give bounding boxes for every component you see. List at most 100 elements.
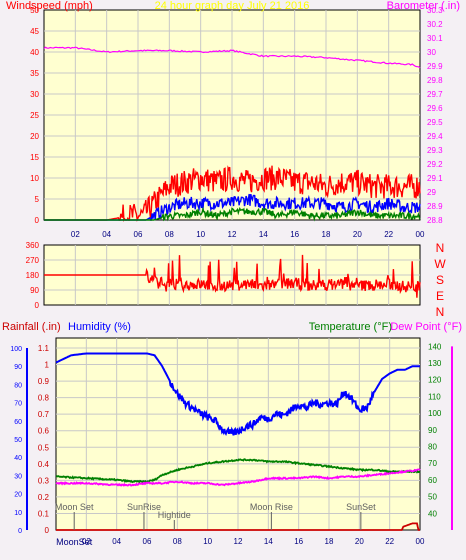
humidity-temperature-series	[55, 352, 421, 531]
temperature-tick-label: 140	[428, 342, 442, 351]
event-label: Moon Rise	[250, 502, 293, 512]
temperature-line	[55, 458, 421, 484]
hour-tick-label: 08	[165, 230, 174, 239]
temperature-axis-label: Temperature (°F)	[309, 321, 392, 333]
wind-direction-line	[44, 254, 421, 298]
hour-tick-label: 20	[355, 537, 364, 546]
windspeed-tick-label: 30	[30, 90, 39, 99]
windspeed-tick-label: 35	[30, 69, 39, 78]
humidity-tick-label: 10	[14, 510, 22, 517]
barometer-tick-label: 29	[427, 188, 436, 197]
event-label: SunSet	[346, 502, 376, 512]
temperature-tick-label: 90	[428, 426, 437, 435]
windspeed-tick-label: 15	[30, 153, 39, 162]
windspeed-tick-label: 5	[35, 195, 40, 204]
humidity-axis-label: Humidity (%)	[68, 321, 131, 333]
windspeed-tick-label: 10	[30, 174, 39, 183]
barometer-tick-label: 29.8	[427, 76, 443, 85]
barometer-tick-label: 30	[427, 48, 436, 57]
hour-tick-label: 18	[322, 230, 331, 239]
humidity-temperature-grid	[56, 338, 420, 530]
rainfall-line	[56, 522, 420, 531]
windspeed-tick-label: 45	[30, 27, 39, 36]
windspeed-tick-label: 40	[30, 48, 39, 57]
humidity-tick-label: 50	[14, 437, 22, 444]
hour-tick-label: 12	[228, 230, 237, 239]
hour-tick-label: 06	[143, 537, 152, 546]
hour-tick-label: 10	[203, 537, 212, 546]
temperature-tick-label: 70	[428, 459, 437, 468]
rainfall-tick-label: 0.9	[38, 377, 50, 386]
barometer-tick-label: 30.1	[427, 34, 443, 43]
barometer-tick-label: 29.6	[427, 104, 443, 113]
temperature-tick-label: 50	[428, 493, 437, 502]
hour-tick-label: 08	[173, 537, 182, 546]
temperature-tick-label: 60	[428, 476, 437, 485]
compass-label: N	[436, 305, 445, 319]
hour-tick-label: 22	[385, 537, 394, 546]
hour-tick-label: 04	[112, 537, 121, 546]
wind-barometer-ticks: 0 5 10 15 20 25 30 35 40 45 50 28.8 28.9 29 29.1 29.2 29…	[30, 6, 443, 239]
barometer-tick-label: 29.4	[427, 132, 443, 141]
hour-tick-label: 04	[102, 230, 111, 239]
temperature-tick-label: 40	[428, 509, 437, 518]
rainfall-tick-label: 0.4	[38, 460, 50, 469]
hour-tick-label: 12	[234, 537, 243, 546]
hour-tick-label: 14	[264, 537, 273, 546]
direction-tick-label: 360	[26, 241, 40, 250]
temperature-tick-label: 80	[428, 443, 437, 452]
rainfall-tick-label: 0.7	[38, 410, 50, 419]
direction-tick-label: 180	[26, 271, 40, 280]
humidity-tick-label: 20	[14, 492, 22, 499]
windspeed-tick-label: 0	[35, 216, 40, 225]
barometer-tick-label: 29.9	[427, 62, 443, 71]
humidity-tick-label: 30	[14, 473, 22, 480]
hour-tick-label: 02	[82, 537, 91, 546]
windspeed-axis-label: Windspeed (mph)	[6, 0, 93, 12]
rainfall-tick-label: 0.8	[38, 394, 50, 403]
rainfall-tick-label: 0.2	[38, 493, 50, 502]
compass-label: E	[436, 289, 444, 303]
direction-tick-label: 0	[35, 301, 40, 310]
rainfall-axis-label: Rainfall (.in)	[2, 321, 61, 333]
barometer-tick-label: 29.7	[427, 90, 443, 99]
rainfall-tick-label: 0.1	[38, 509, 50, 518]
rainfall-tick-label: 1.1	[38, 344, 50, 353]
wind-direction-series	[44, 254, 421, 298]
barometer-tick-label: 28.8	[427, 216, 443, 225]
rainfall-tick-label: 0	[45, 526, 50, 535]
event-label: Hightide	[158, 510, 191, 520]
temperature-tick-label: 120	[428, 376, 442, 385]
direction-tick-label: 90	[30, 286, 39, 295]
rainfall-tick-label: 0.5	[38, 443, 50, 452]
direction-tick-label: 270	[26, 256, 40, 265]
barometer-line	[43, 46, 421, 69]
dew-point-axis-label: Dew Point (°F)	[390, 321, 462, 333]
humidity-line	[55, 352, 420, 437]
wind-low-line	[44, 206, 421, 222]
compass-label: W	[434, 257, 446, 271]
hour-tick-label: 16	[294, 537, 303, 546]
hour-tick-label: 16	[290, 230, 299, 239]
chart-title: 24 hour graph day July 21 2016	[155, 0, 310, 12]
barometer-tick-label: 29.1	[427, 174, 443, 183]
wind-direction-grid	[44, 245, 420, 305]
windspeed-tick-label: 50	[30, 6, 39, 15]
hour-tick-label: 14	[259, 230, 268, 239]
hour-tick-label: 02	[71, 230, 80, 239]
barometer-tick-label: 29.3	[427, 146, 443, 155]
hour-tick-label: 22	[384, 230, 393, 239]
humidity-tick-label: 40	[14, 455, 22, 462]
barometer-tick-label: 30.2	[427, 20, 443, 29]
wind-barometer-series	[43, 46, 421, 222]
temperature-tick-label: 100	[428, 409, 442, 418]
hour-tick-label: 06	[134, 230, 143, 239]
wind-direction-ticks: 0 90 180 270 360	[26, 241, 40, 310]
event-label: Moon Set	[55, 502, 94, 512]
wind-barometer-chart: 0 5 10 15 20 25 30 35 40 45 50 28.8 28.9 29 29.1 29.2 29…	[6, 0, 460, 239]
